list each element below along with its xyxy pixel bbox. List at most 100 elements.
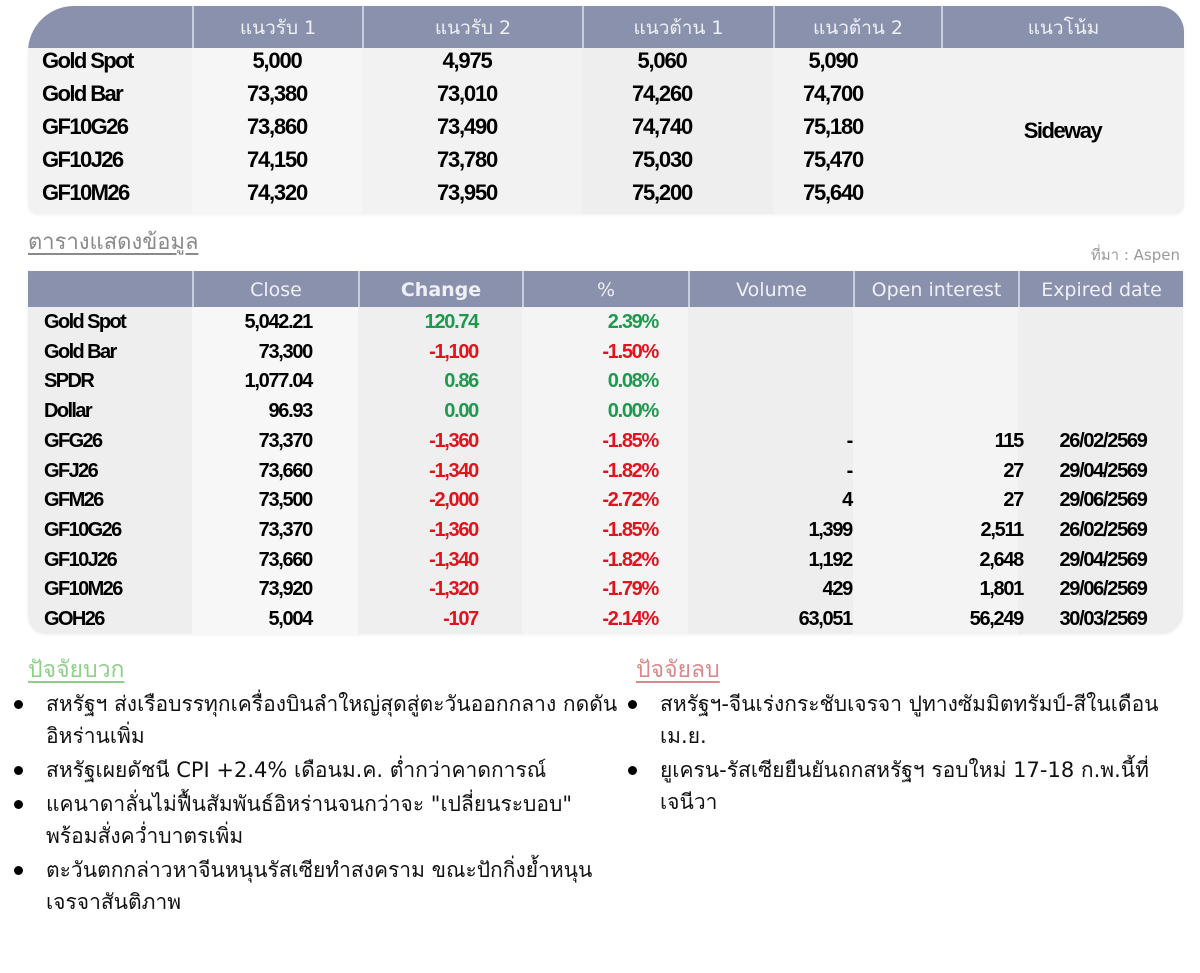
table-row: GF10M26 74,320 73,950 75,200 75,640 [28, 176, 1184, 209]
table-row: GF10G26 73,370 -1,360 -1.85% 1,399 2,511 26/02… [28, 515, 1183, 545]
header-support-2: แนวรับ 2 [362, 6, 582, 48]
percent-value: -1.85% [602, 518, 659, 541]
resistance-1-value: 74,740 [631, 114, 693, 139]
open-interest-value: 2,648 [979, 548, 1024, 571]
volume-value: 1,399 [808, 518, 853, 541]
column-shade [192, 307, 358, 634]
market-data-table: Close Change % Volume Open interest Expi… [28, 271, 1183, 634]
negative-factors-title: ปัจจัยลบ [636, 657, 720, 683]
table-row: GOH26 5,004 -107 -2.14% 63,051 56,249 30/03/25… [28, 604, 1183, 634]
row-name: Gold Bar [44, 340, 117, 363]
row-name: GF10G26 [42, 114, 129, 139]
trend-value: Sideway [1023, 118, 1103, 143]
factor-text: ตะวันตกกล่าวหาจีนหนุนรัสเซียทำสงคราม ขณะ… [46, 858, 593, 914]
row-name: GF10G26 [44, 518, 122, 541]
support-1-value: 73,860 [246, 114, 308, 139]
header-resistance-2: แนวต้าน 2 [773, 6, 941, 48]
open-interest-value: 27 [1003, 459, 1024, 482]
table-row: GF10J26 73,660 -1,340 -1.82% 1,192 2,648 29/04… [28, 545, 1183, 575]
resistance-2-value: 75,180 [802, 114, 864, 139]
expired-date-value: 26/02/2569 [1059, 429, 1147, 452]
row-name: GFG26 [44, 429, 103, 452]
header-percent: % [522, 271, 688, 307]
change-value: -1,360 [429, 518, 479, 541]
table-row: Gold Bar 73,380 73,010 74,260 74,700 [28, 77, 1184, 110]
change-value: -2,000 [429, 489, 479, 512]
row-name: Gold Spot [44, 311, 127, 333]
table-row: GF10G26 73,860 73,490 74,740 75,180 [28, 110, 1184, 143]
header-resistance-1: แนวต้าน 1 [582, 6, 773, 48]
volume-value: 63,051 [798, 608, 854, 630]
table-row: GFM26 73,500 -2,000 -2.72% 4 27 29/06/2569 [28, 485, 1183, 515]
row-name: GF10M26 [44, 578, 123, 601]
change-value: -1,340 [429, 459, 479, 482]
resistance-1-value: 74,260 [631, 81, 693, 106]
expired-date-value: 29/06/2569 [1059, 489, 1147, 512]
resistance-1-value: 75,200 [631, 180, 693, 205]
table-row: GF10M26 73,920 -1,320 -1.79% 429 1,801 29/06/2… [28, 574, 1183, 604]
resistance-2-value: 75,470 [802, 147, 864, 172]
factor-item: ตะวันตกกล่าวหาจีนหนุนรัสเซียทำสงคราม ขณะ… [10, 854, 620, 918]
open-interest-value: 115 [994, 429, 1025, 452]
support-1-value: 74,320 [246, 180, 308, 205]
close-value: 1,077.04 [244, 370, 314, 393]
close-value: 73,370 [258, 429, 314, 452]
column-shade [582, 48, 773, 214]
expired-date-value: 26/02/2569 [1059, 518, 1147, 541]
expired-date-value: 29/04/2569 [1059, 459, 1147, 482]
percent-value: -1.79% [602, 578, 659, 601]
header-expired-date: Expired date [1018, 271, 1183, 307]
support-1-value: 74,150 [246, 147, 308, 172]
bullet-icon [14, 866, 23, 875]
support-resistance-table: แนวรับ 1 แนวรับ 2 แนวต้าน 1 แนวต้าน 2 แน… [28, 6, 1184, 214]
header-open-interest: Open interest [853, 271, 1018, 307]
resistance-1-value: 75,030 [631, 147, 693, 172]
row-name: Dollar [44, 400, 93, 423]
percent-value: -1.82% [602, 459, 659, 482]
volume-value: 1,192 [808, 548, 853, 571]
factor-item: ยูเครน-รัสเซียยืนยันถกสหรัฐฯ รอบใหม่ 17-… [624, 754, 1164, 818]
change-value: -1,100 [429, 340, 479, 363]
column-shade [192, 48, 362, 214]
open-interest-value: 2,511 [980, 518, 1025, 541]
row-name: GOH26 [44, 608, 105, 630]
close-value: 5,042.21 [244, 311, 314, 333]
factor-item: สหรัฐเผยดัชนี CPI +2.4% เดือนม.ค. ต่ำกว่… [10, 754, 620, 786]
positive-factors-list: สหรัฐฯ ส่งเรือบรรทุกเครื่องบินลำใหญ่สุดส… [10, 688, 620, 920]
close-value: 73,500 [258, 489, 314, 512]
table-row: Gold Spot 5,000 4,975 5,060 5,090 [28, 44, 1184, 77]
row-name: GFM26 [44, 489, 104, 512]
bullet-icon [628, 766, 637, 775]
percent-value: 2.39% [607, 311, 660, 333]
table-row: GFG26 73,370 -1,360 -1.85% - 115 26/02/2569 [28, 426, 1183, 456]
change-value: -1,340 [429, 548, 479, 571]
percent-value: -1.82% [602, 548, 659, 571]
column-shade [522, 307, 688, 634]
table-row: GFJ26 73,660 -1,340 -1.82% - 27 29/04/2569 [28, 456, 1183, 486]
row-name: Gold Bar [42, 81, 124, 106]
change-value: -1,360 [429, 429, 479, 452]
expired-date-value: 30/03/2569 [1059, 608, 1147, 630]
change-value: 120.74 [424, 311, 480, 333]
change-value: 0.86 [444, 370, 479, 393]
factor-text: สหรัฐฯ-จีนเร่งกระชับเจรจา ปูทางซัมมิตทรั… [660, 692, 1159, 748]
row-name: GF10J26 [42, 147, 124, 172]
row-name: GF10M26 [42, 180, 130, 205]
table-row: Dollar 96.93 0.00 0.00% [28, 396, 1183, 426]
percent-value: -1.85% [602, 429, 659, 452]
factor-text: ยูเครน-รัสเซียยืนยันถกสหรัฐฯ รอบใหม่ 17-… [660, 758, 1149, 814]
factor-text: แคนาดาลั่นไม่ฟื้นสัมพันธ์อิหร่านจนกว่าจะ… [46, 792, 572, 848]
factor-text: สหรัฐเผยดัชนี CPI +2.4% เดือนม.ค. ต่ำกว่… [46, 758, 547, 782]
close-value: 73,660 [258, 548, 314, 571]
support-2-value: 73,010 [436, 81, 498, 106]
expired-date-value: 29/04/2569 [1059, 548, 1147, 571]
change-value: -107 [443, 608, 479, 630]
resistance-2-value: 74,700 [802, 81, 864, 106]
factor-item: แคนาดาลั่นไม่ฟื้นสัมพันธ์อิหร่านจนกว่าจะ… [10, 788, 620, 852]
close-value: 5,004 [268, 608, 313, 630]
open-interest-value: 56,249 [969, 608, 1025, 630]
row-name: SPDR [44, 370, 95, 393]
close-value: 73,300 [258, 340, 314, 363]
row-name: GF10J26 [44, 548, 118, 571]
volume-value: 429 [822, 578, 854, 601]
